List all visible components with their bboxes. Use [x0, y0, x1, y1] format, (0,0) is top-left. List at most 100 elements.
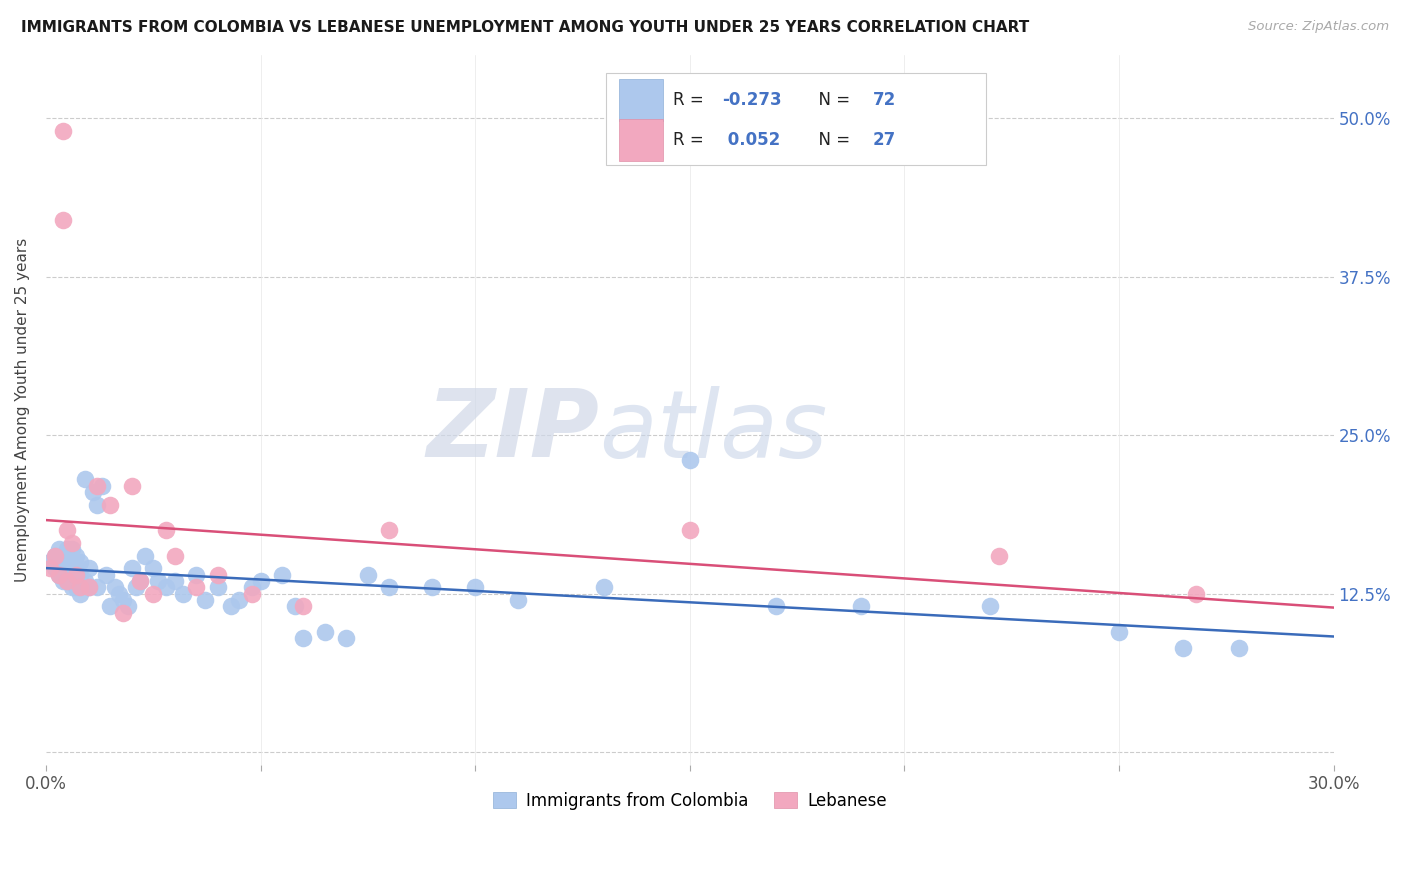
Point [142, 561, 165, 575]
Point [125, 580, 148, 594]
Point [56, 574, 79, 588]
Text: 27: 27 [873, 131, 896, 149]
Point [765, 599, 787, 614]
Point [73, 473, 96, 487]
Point [86, 498, 108, 512]
FancyBboxPatch shape [619, 120, 662, 161]
Point [284, 599, 307, 614]
Point [98, 498, 121, 512]
Point [39, 555, 62, 569]
Point [69, 586, 91, 600]
Point [593, 580, 616, 594]
Point [464, 580, 486, 594]
Point [60, 536, 83, 550]
Point [1185, 586, 1208, 600]
Point [987, 549, 1010, 563]
Point [98, 599, 121, 614]
Point [155, 523, 177, 537]
Point [69, 580, 91, 594]
Point [134, 549, 156, 563]
Point [48, 567, 70, 582]
Point [240, 586, 263, 600]
Text: 0.052: 0.052 [721, 131, 780, 149]
Text: -0.273: -0.273 [721, 91, 782, 109]
Point [56, 555, 79, 569]
Text: atlas: atlas [599, 385, 828, 476]
Point [163, 574, 186, 588]
Point [979, 599, 1001, 614]
Point [186, 580, 208, 594]
Point [82, 485, 104, 500]
Point [86, 479, 108, 493]
Point [52, 561, 75, 575]
Point [77, 580, 100, 594]
Point [219, 599, 242, 614]
Point [129, 574, 152, 588]
Point [117, 599, 139, 614]
Point [194, 592, 217, 607]
Point [679, 523, 702, 537]
Point [77, 580, 100, 594]
Point [155, 580, 177, 594]
Point [52, 574, 75, 588]
Point [65, 567, 87, 582]
Point [129, 574, 152, 588]
Point [56, 523, 79, 537]
Point [65, 549, 87, 563]
Point [851, 599, 873, 614]
Point [48, 567, 70, 582]
Point [44, 561, 66, 575]
Point [86, 580, 108, 594]
Point [228, 592, 250, 607]
Point [172, 586, 194, 600]
Text: IMMIGRANTS FROM COLOMBIA VS LEBANESE UNEMPLOYMENT AMONG YOUTH UNDER 25 YEARS COR: IMMIGRANTS FROM COLOMBIA VS LEBANESE UNE… [21, 20, 1029, 35]
Point [65, 574, 87, 588]
FancyBboxPatch shape [606, 73, 986, 165]
Point [52, 549, 75, 563]
Text: ZIP: ZIP [427, 385, 599, 477]
Text: R =: R = [673, 91, 709, 109]
FancyBboxPatch shape [619, 78, 662, 120]
Legend: Immigrants from Colombia, Lebanese: Immigrants from Colombia, Lebanese [486, 785, 893, 816]
Point [69, 555, 91, 569]
Point [60, 555, 83, 569]
Point [1227, 640, 1250, 655]
Point [56, 574, 79, 588]
Point [56, 567, 79, 582]
Point [506, 592, 529, 607]
Point [1173, 640, 1195, 655]
Point [240, 580, 263, 594]
Point [108, 586, 131, 600]
Point [121, 479, 143, 493]
Point [420, 580, 443, 594]
Point [52, 124, 75, 138]
Point [146, 574, 169, 588]
Point [44, 549, 66, 563]
Point [142, 586, 165, 600]
Point [121, 561, 143, 575]
Text: N =: N = [808, 131, 856, 149]
Y-axis label: Unemployment Among Youth under 25 years: Unemployment Among Youth under 25 years [15, 237, 30, 582]
Point [378, 580, 401, 594]
Point [112, 606, 135, 620]
Point [207, 567, 229, 582]
Point [314, 624, 336, 639]
Point [65, 561, 87, 575]
Point [679, 453, 702, 467]
Text: 72: 72 [873, 91, 896, 109]
Point [69, 567, 91, 582]
Point [249, 574, 271, 588]
Point [104, 580, 127, 594]
Point [271, 567, 294, 582]
Point [357, 567, 380, 582]
Point [163, 549, 186, 563]
Point [292, 599, 315, 614]
Point [207, 580, 229, 594]
Point [335, 631, 357, 645]
Point [60, 567, 83, 582]
Point [56, 542, 79, 557]
Point [112, 592, 135, 607]
Point [1108, 624, 1130, 639]
Point [186, 567, 208, 582]
Text: N =: N = [808, 91, 856, 109]
